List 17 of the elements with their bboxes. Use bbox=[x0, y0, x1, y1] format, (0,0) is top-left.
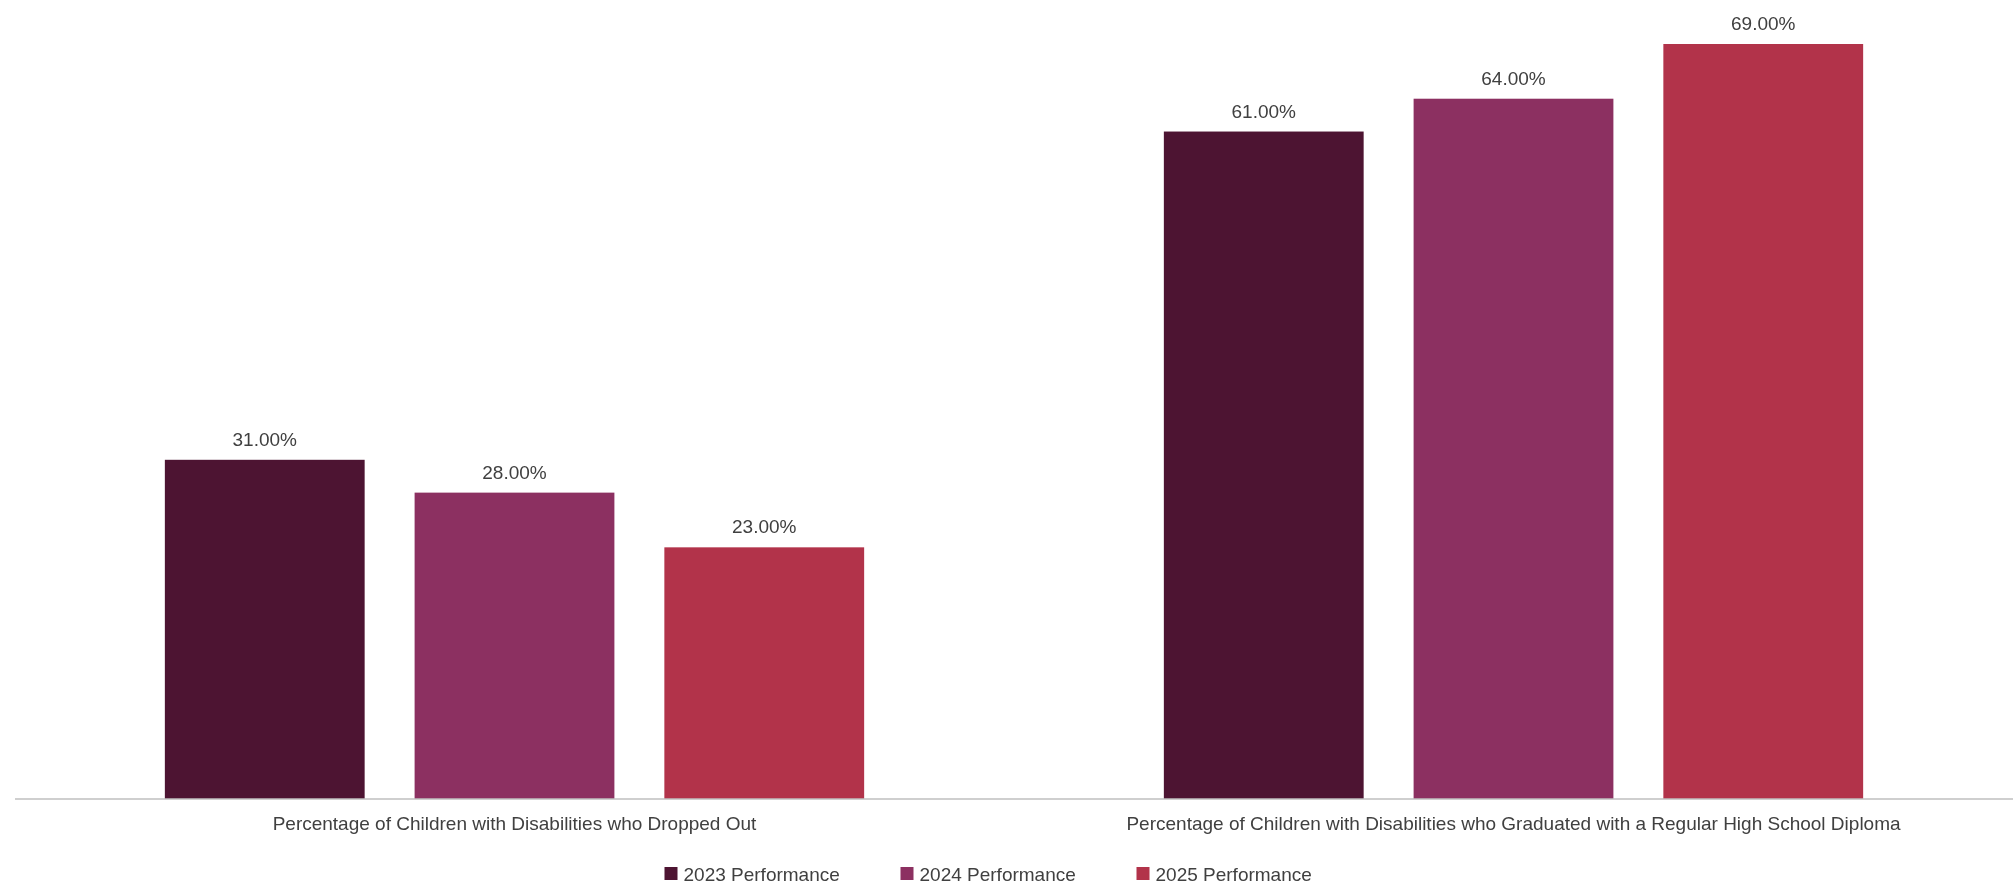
x-tick-label: Percentage of Children with Disabilities who Dropped Out bbox=[272, 813, 758, 834]
data-label: 61.00% bbox=[1231, 100, 1297, 122]
data-label: 28.00% bbox=[482, 461, 547, 483]
legend-label: 2024 Performance bbox=[919, 864, 1076, 885]
bar bbox=[1163, 131, 1364, 799]
bar bbox=[164, 459, 365, 799]
x-tick-label: Percentage of Children with Disabilities who Graduated with a Regular High School Diploma bbox=[1126, 813, 1901, 834]
legend-label: 2023 Performance bbox=[683, 864, 840, 885]
data-label: 64.00% bbox=[1481, 67, 1546, 89]
bar bbox=[1663, 44, 1864, 799]
bar bbox=[1413, 98, 1614, 799]
data-label: 31.00% bbox=[232, 428, 298, 450]
bar bbox=[664, 547, 865, 799]
data-label: 69.00% bbox=[1731, 13, 1796, 34]
data-label: 23.00% bbox=[732, 516, 797, 538]
legend-label: 2025 Performance bbox=[1155, 864, 1312, 885]
bar bbox=[414, 492, 615, 799]
